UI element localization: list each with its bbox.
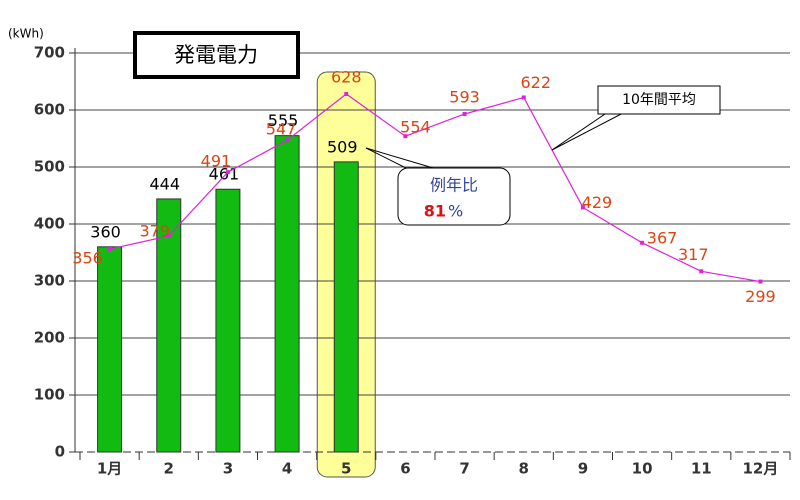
line-point — [225, 170, 230, 175]
ratio-unit: % — [448, 202, 463, 221]
line-value-label: 379 — [139, 221, 170, 240]
bar — [97, 246, 123, 453]
callout-line — [365, 147, 411, 171]
x-tick-label: 6 — [400, 460, 410, 478]
line — [109, 93, 761, 283]
line-value-label: 554 — [400, 118, 431, 137]
line-point — [521, 95, 526, 100]
ratio-box — [397, 167, 511, 226]
x-tick-label: 12月 — [742, 460, 778, 478]
bar-value-label: 461 — [209, 165, 240, 184]
line-value-label: 491 — [201, 152, 232, 171]
y-tick-label: 200 — [34, 329, 65, 347]
x-tick-label: 3 — [223, 460, 233, 478]
bar — [333, 161, 359, 453]
y-tick-label: 500 — [34, 158, 65, 176]
x-tick-label: 2 — [164, 460, 174, 478]
bar — [215, 188, 241, 453]
line-value-label: 356 — [72, 249, 103, 268]
callout-line — [551, 111, 626, 151]
bar-value-label: 509 — [327, 137, 358, 156]
line-value-label: 622 — [520, 73, 551, 92]
x-tick-label: 11 — [691, 460, 712, 478]
line-point — [699, 269, 704, 274]
x-tick-label: 10 — [632, 460, 653, 478]
line-point — [403, 134, 408, 139]
line-point — [285, 138, 290, 143]
ratio-value: 81 — [424, 202, 446, 221]
y-tick-label: 400 — [34, 215, 65, 233]
line-value-label: 299 — [745, 287, 776, 306]
callout-box — [597, 85, 721, 115]
y-tick-label: 600 — [34, 101, 65, 119]
line-value-label: 429 — [582, 193, 613, 212]
line-value-label: 547 — [266, 120, 297, 139]
y-tick-label: 0 — [55, 443, 65, 461]
x-tick-label: 8 — [519, 460, 529, 478]
ratio-label: 例年比 — [430, 176, 478, 195]
x-tick-label: 1月 — [97, 460, 122, 478]
x-tick-label: 7 — [459, 460, 469, 478]
y-unit: (kWh) — [8, 27, 44, 41]
bar — [274, 135, 300, 453]
line-value-label: 628 — [331, 68, 362, 87]
y-tick-label: 700 — [34, 44, 65, 62]
x-tick-label: 5 — [341, 460, 351, 478]
line-point — [107, 247, 112, 252]
bar-value-label: 360 — [90, 222, 121, 241]
chart-title: 発電電力 — [174, 43, 258, 67]
line-point — [640, 240, 645, 245]
legend-label: 10年間平均 — [622, 92, 696, 108]
line-point — [758, 279, 763, 284]
line-point — [580, 205, 585, 210]
bar-value-label: 555 — [268, 111, 299, 130]
line-point — [166, 233, 171, 238]
line-point — [344, 92, 349, 97]
y-tick-label: 100 — [34, 386, 65, 404]
x-tick-label: 9 — [578, 460, 588, 478]
callout-line — [551, 111, 609, 151]
x-tick-label: 4 — [282, 460, 292, 478]
callout-line — [365, 147, 441, 171]
line-value-label: 593 — [449, 87, 480, 106]
y-tick-label: 300 — [34, 272, 65, 290]
title-box — [133, 31, 300, 79]
bar — [156, 198, 182, 453]
line-value-label: 367 — [647, 228, 678, 247]
line-point — [462, 111, 467, 116]
line-value-label: 317 — [678, 245, 709, 264]
bar-value-label: 444 — [149, 174, 180, 193]
